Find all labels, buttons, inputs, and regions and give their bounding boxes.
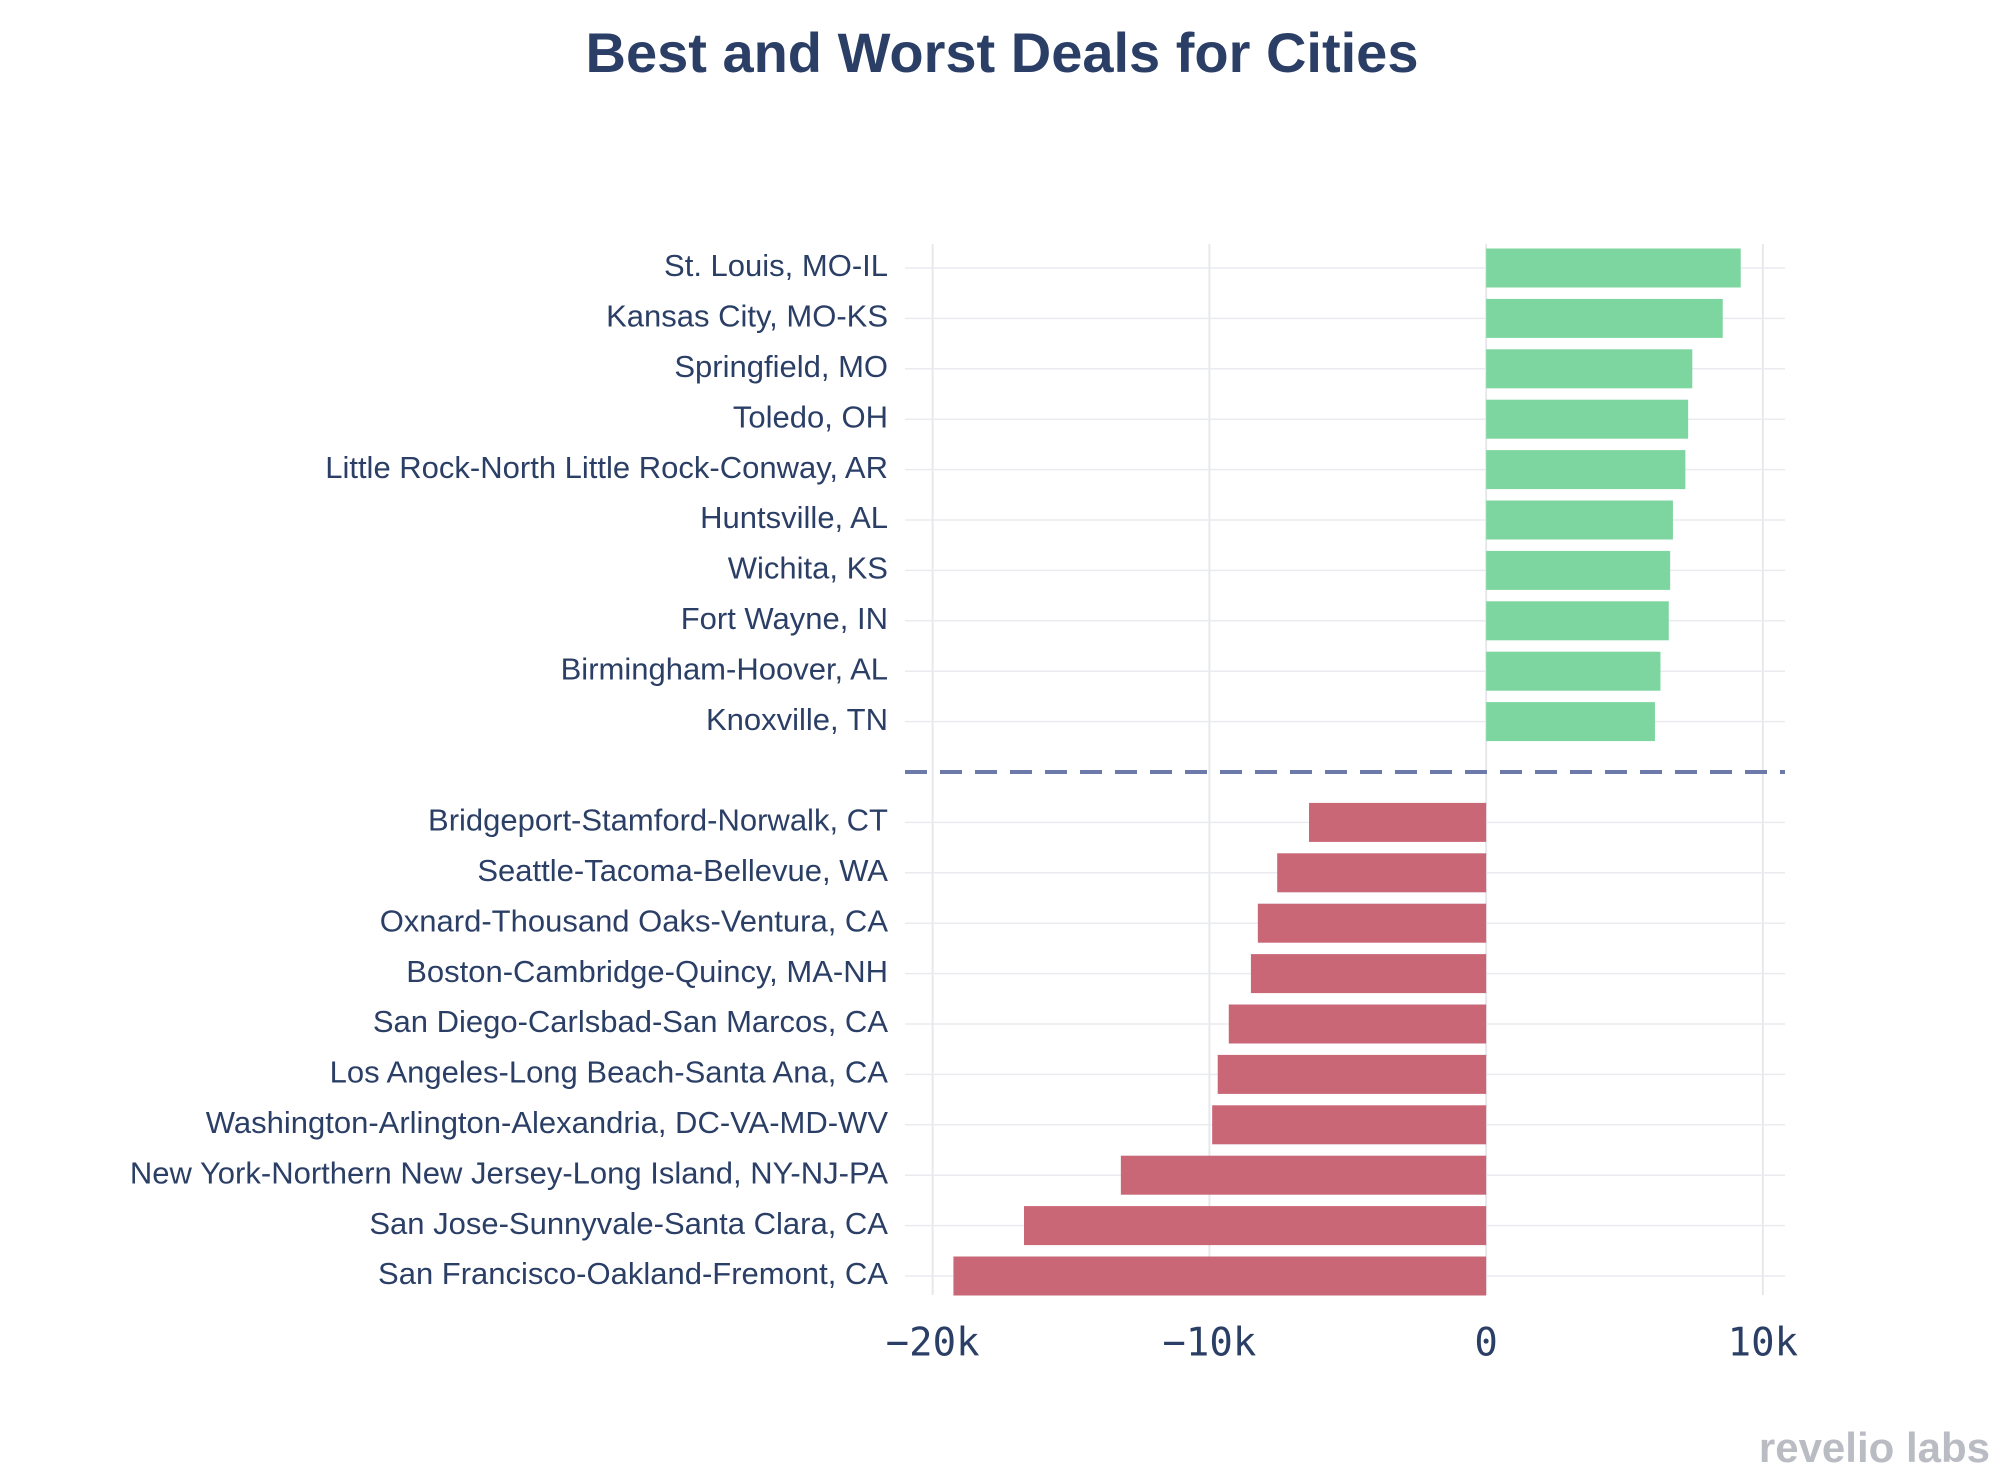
best-deal-bar xyxy=(1486,651,1661,691)
bars xyxy=(953,248,1741,1296)
category-label: Kansas City, MO-KS xyxy=(606,299,888,334)
best-deal-bar xyxy=(1486,450,1686,490)
x-axis-ticks: −20k −10k 0 10k xyxy=(886,1321,1798,1366)
category-label: St. Louis, MO-IL xyxy=(664,248,888,283)
best-deal-bar xyxy=(1486,298,1723,338)
category-label: New York-Northern New Jersey-Long Island… xyxy=(130,1155,888,1190)
category-label: Bridgeport-Stamford-Norwalk, CT xyxy=(428,803,888,838)
worst-deal-bar xyxy=(1228,1004,1487,1044)
category-label: Birmingham-Hoover, AL xyxy=(561,651,888,686)
worst-deal-bar xyxy=(1212,1105,1487,1145)
best-deal-bar xyxy=(1486,601,1669,641)
best-deal-bar xyxy=(1486,500,1673,540)
x-tick-label: 0 xyxy=(1474,1321,1497,1366)
category-labels: St. Louis, MO-IL Kansas City, MO-KS Spring… xyxy=(130,248,888,1291)
worst-deal-bar xyxy=(1277,853,1487,893)
category-label: Huntsville, AL xyxy=(700,500,888,535)
best-deal-bar xyxy=(1486,399,1689,439)
category-label: Los Angeles-Long Beach-Santa Ana, CA xyxy=(330,1055,889,1090)
revelio-labs-logo: revelio labs xyxy=(1759,1424,1990,1471)
x-tick-label: −10k xyxy=(1162,1321,1256,1366)
category-label: Springfield, MO xyxy=(674,349,888,384)
category-label: Little Rock-North Little Rock-Conway, AR xyxy=(325,450,888,485)
best-deal-bar xyxy=(1486,349,1693,389)
worst-deal-bar xyxy=(1257,903,1487,943)
category-label: Fort Wayne, IN xyxy=(681,601,888,636)
category-label: Seattle-Tacoma-Bellevue, WA xyxy=(477,853,888,888)
best-deal-bar xyxy=(1486,550,1671,590)
worst-deal-bar xyxy=(953,1256,1487,1296)
best-deal-bar xyxy=(1486,702,1655,742)
worst-deal-bar xyxy=(1120,1155,1487,1195)
category-label: Wichita, KS xyxy=(728,551,888,586)
category-label: Oxnard-Thousand Oaks-Ventura, CA xyxy=(380,903,889,938)
category-label: Toledo, OH xyxy=(733,399,888,434)
worst-deal-bar xyxy=(1217,1054,1487,1094)
x-tick-label: 10k xyxy=(1728,1321,1798,1366)
chart-title: Best and Worst Deals for Cities xyxy=(586,21,1419,84)
category-label: Boston-Cambridge-Quincy, MA-NH xyxy=(406,954,888,989)
category-label: Knoxville, TN xyxy=(706,702,888,737)
category-label: Washington-Arlington-Alexandria, DC-VA-M… xyxy=(206,1105,889,1140)
category-label: San Diego-Carlsbad-San Marcos, CA xyxy=(373,1004,888,1039)
worst-deal-bar xyxy=(1023,1206,1487,1246)
category-label: San Jose-Sunnyvale-Santa Clara, CA xyxy=(369,1206,888,1241)
category-label: San Francisco-Oakland-Fremont, CA xyxy=(378,1256,888,1291)
x-tick-label: −20k xyxy=(886,1321,980,1366)
worst-deal-bar xyxy=(1309,802,1487,842)
best-deal-bar xyxy=(1486,248,1741,288)
worst-deal-bar xyxy=(1250,954,1487,994)
